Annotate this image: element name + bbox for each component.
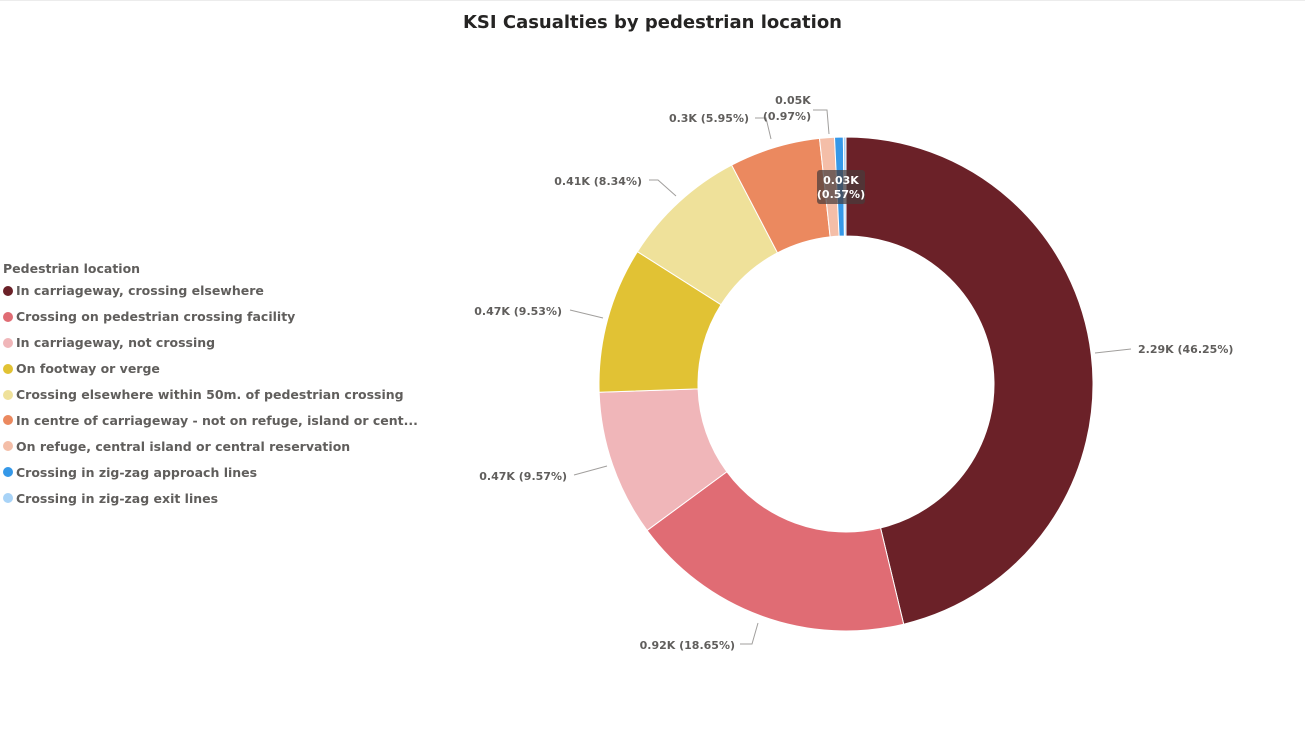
- leader-line: [573, 465, 608, 476]
- legend-item[interactable]: On footway or verge: [3, 356, 418, 382]
- data-label: 0.41K (8.34%): [554, 175, 642, 188]
- legend-label: On refuge, central island or central res…: [16, 438, 351, 454]
- legend-item[interactable]: In carriageway, not crossing: [3, 330, 418, 356]
- legend-item[interactable]: In centre of carriageway - not on refuge…: [3, 407, 418, 433]
- legend-title: Pedestrian location: [3, 261, 141, 276]
- leader-line: [755, 117, 772, 140]
- legend-label: Crossing elsewhere within 50m. of pedest…: [16, 387, 404, 402]
- legend-item[interactable]: On refuge, central island or central res…: [3, 433, 418, 459]
- legend-label: In carriageway, crossing elsewhere: [16, 283, 264, 299]
- leader-line: [569, 309, 604, 319]
- legend-label: Crossing in zig-zag approach lines: [16, 464, 258, 480]
- legend-marker: [3, 285, 13, 296]
- donut-slice[interactable]: [646, 471, 905, 632]
- data-label: 2.29K (46.25%): [1138, 343, 1233, 356]
- top-border: [0, 0, 1305, 1]
- legend-marker: [3, 389, 13, 400]
- legend-marker: [3, 467, 13, 478]
- legend-item[interactable]: Crossing elsewhere within 50m. of pedest…: [3, 382, 418, 408]
- legend-label: Crossing in zig-zag exit lines: [16, 490, 219, 506]
- legend-item[interactable]: Crossing on pedestrian crossing facility: [3, 304, 418, 330]
- legend-label: Crossing on pedestrian crossing facility: [16, 309, 296, 325]
- data-label: 0.92K (18.65%): [640, 639, 735, 652]
- donut-slice[interactable]: [845, 136, 1094, 625]
- legend-item[interactable]: Crossing in zig-zag exit lines: [3, 485, 418, 511]
- data-label: 0.47K (9.53%): [474, 305, 562, 318]
- data-label: 0.3K (5.95%): [669, 112, 749, 125]
- inside-data-label: 0.03K (0.57%): [817, 170, 865, 204]
- legend-marker: [3, 337, 13, 348]
- legend-marker: [3, 493, 13, 504]
- legend-marker: [3, 415, 13, 426]
- chart-title: KSI Casualties by pedestrian location: [462, 12, 842, 33]
- legend-marker: [3, 441, 13, 452]
- legend-item[interactable]: In carriageway, crossing elsewhere: [3, 278, 418, 304]
- legend-marker: [3, 363, 13, 374]
- legend-label: In centre of carriageway - not on refuge…: [16, 412, 418, 428]
- data-label: 0.05K (0.97%): [763, 94, 811, 123]
- leader-line: [813, 109, 830, 135]
- legend-label: In carriageway, not crossing: [16, 335, 216, 351]
- legend-label: On footway or verge: [16, 361, 160, 377]
- data-label: 0.47K (9.57%): [479, 470, 567, 483]
- legend-marker: [3, 311, 13, 322]
- leader-line: [649, 179, 677, 197]
- legend: Pedestrian location In carriageway, cros…: [3, 259, 418, 511]
- leader-line: [1094, 348, 1132, 354]
- legend-item[interactable]: Crossing in zig-zag approach lines: [3, 459, 418, 485]
- leader-line: [740, 622, 759, 645]
- svg-text:0.03K(0.57%): 0.03K (0.57%): [817, 174, 865, 201]
